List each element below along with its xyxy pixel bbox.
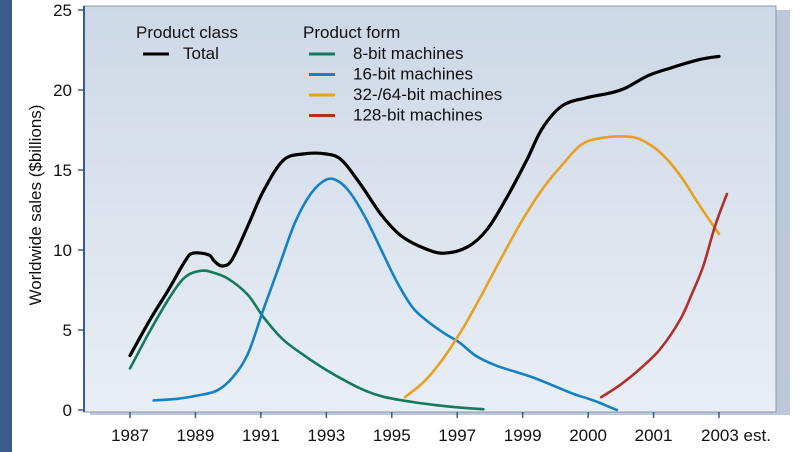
- x-tick-label-6: 1999: [504, 426, 542, 445]
- y-tick-label-20: 20: [53, 81, 72, 100]
- legend-class-heading: Product class: [136, 23, 238, 42]
- x-tick-label-1: 1989: [177, 426, 215, 445]
- series-line-128-bit-machines: [599, 192, 729, 399]
- y-ticks: 0 5 10 15 20 25: [53, 1, 84, 420]
- y-tick-label-10: 10: [53, 241, 72, 260]
- series-lines: [128, 54, 729, 412]
- legend-label-total: Total: [183, 44, 219, 63]
- plot-area: [83, 5, 777, 413]
- y-axis-title: Worldwide sales ($billions): [26, 105, 45, 306]
- legend-items: Total 8-bit machines 16-bit machines32-/64…: [143, 44, 502, 125]
- legend-form-heading: Product form: [303, 23, 400, 42]
- y-tick-label-0: 0: [63, 401, 72, 420]
- x-tick-label-0: 1987: [111, 426, 149, 445]
- legend-label-128-bit-machines: 128-bit machines: [353, 106, 482, 125]
- legend-label-32-64-bit-machines: 32-/64-bit machines: [353, 85, 502, 104]
- legend-label-16-bit-machines: 16-bit machines: [353, 65, 473, 84]
- legend-label-8-bit-machines: 8-bit machines: [353, 44, 464, 63]
- y-tick-label-25: 25: [53, 1, 72, 20]
- x-ticks: 1987 1989 1991 1993 1995 1997 1999 2000 2001 2003…: [111, 412, 771, 445]
- x-tick-label-3: 1993: [307, 426, 345, 445]
- x-tick-label-4: 1995: [373, 426, 411, 445]
- x-tick-label-7: 2000: [569, 426, 607, 445]
- series-line-total: [128, 54, 721, 358]
- x-tick-label-8: 2001: [635, 426, 673, 445]
- series-line-16-bit-machines: [152, 177, 619, 412]
- x-tick-label-5: 1997: [438, 426, 476, 445]
- series-line-32-64-bit-machines: [403, 135, 721, 399]
- series-line-8-bit-machines: [128, 269, 485, 411]
- x-tick-label-9: 2003 est.: [701, 426, 771, 445]
- legend: Product class Product form Total 8-bit ma…: [136, 23, 502, 125]
- y-tick-label-5: 5: [63, 321, 72, 340]
- x-tick-label-2: 1991: [242, 426, 280, 445]
- left-accent-bar: [0, 0, 12, 452]
- y-tick-label-15: 15: [53, 161, 72, 180]
